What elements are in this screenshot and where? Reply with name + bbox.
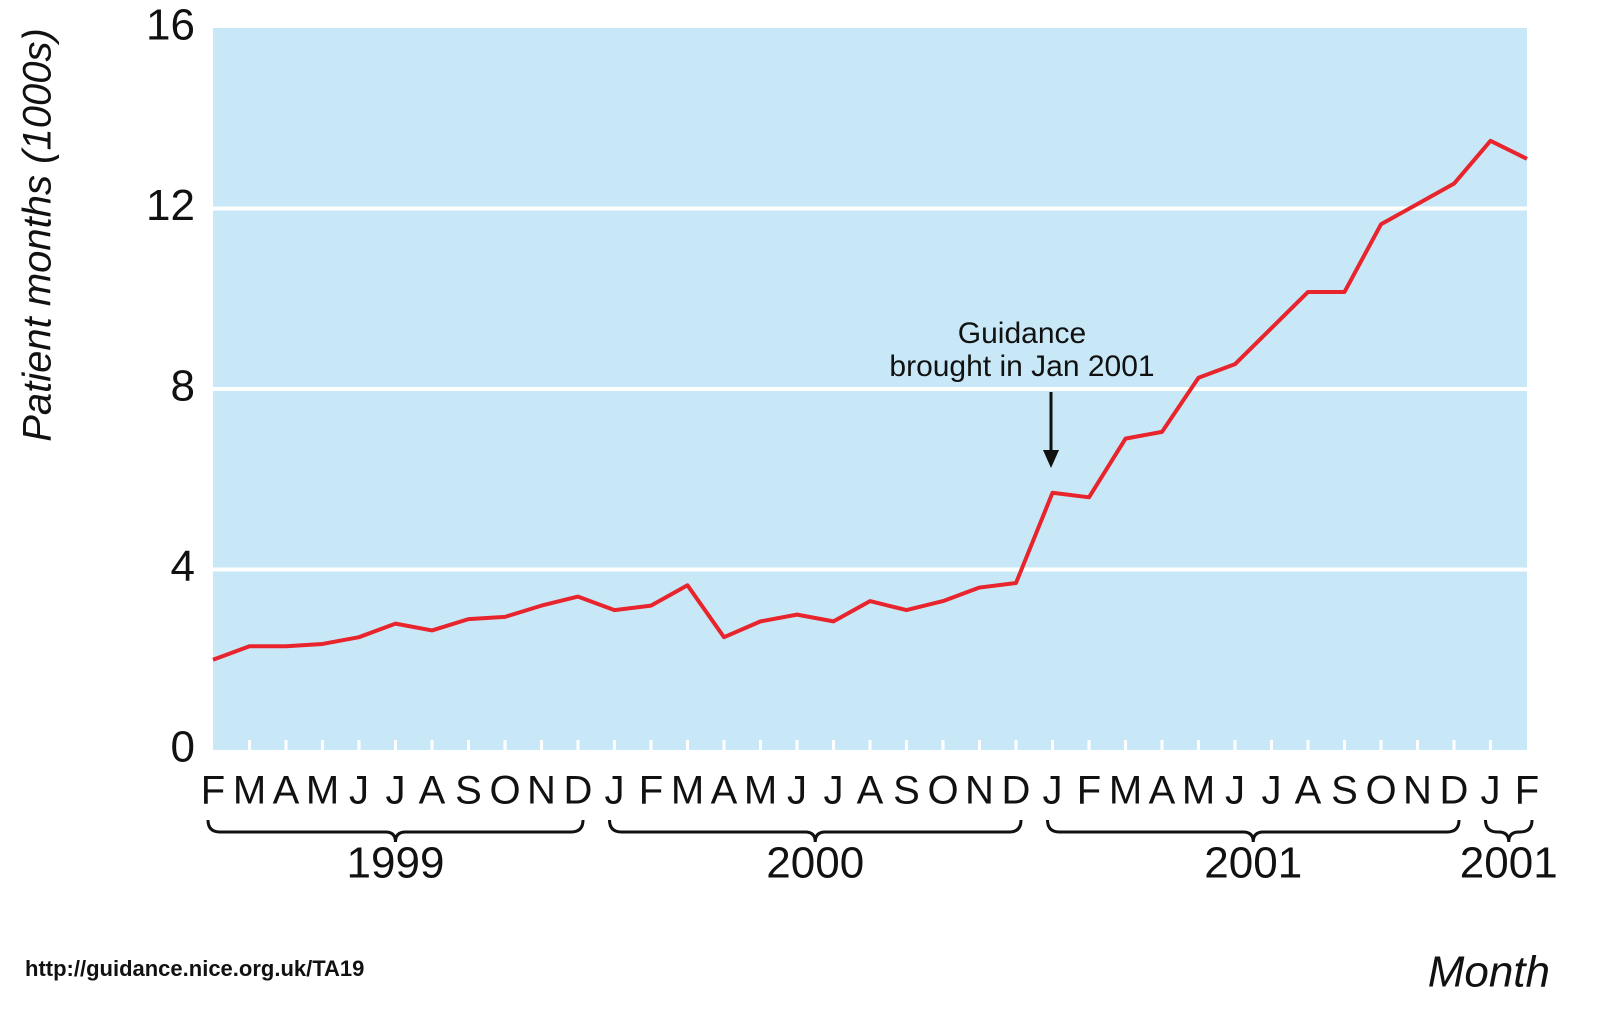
year-brace <box>1046 819 1461 843</box>
x-tick-label: M <box>744 769 777 813</box>
x-tick-label: N <box>527 769 556 813</box>
x-tick-label: D <box>564 769 593 813</box>
data-line <box>212 138 1528 662</box>
x-tick-label: J <box>787 769 807 813</box>
x-tick-label: F <box>1077 769 1101 813</box>
y-tick-label: 8 <box>171 362 195 411</box>
year-brace <box>608 819 1023 843</box>
x-tick-label: N <box>1403 769 1432 813</box>
y-axis-label: Patient months (1000s) <box>16 28 60 442</box>
x-tick-label: J <box>349 769 369 813</box>
y-tick-label: 16 <box>146 1 195 50</box>
x-tick-label: M <box>1109 769 1142 813</box>
x-tick-label: D <box>1002 769 1031 813</box>
year-label: 2001 <box>1204 839 1302 888</box>
year-brace <box>206 819 585 843</box>
x-tick-label: O <box>1365 769 1396 813</box>
x-axis-label: Month <box>1428 948 1550 997</box>
annotation-arrowhead <box>1043 450 1059 468</box>
x-tick-label: N <box>965 769 994 813</box>
x-tick-label: A <box>1295 769 1322 813</box>
year-label: 2000 <box>766 839 864 888</box>
x-tick-label: S <box>455 769 482 813</box>
x-tick-label: S <box>893 769 920 813</box>
x-tick-label: F <box>201 769 225 813</box>
x-tick-label: M <box>1182 769 1215 813</box>
y-tick-label: 4 <box>171 542 195 591</box>
year-brace <box>1484 819 1534 843</box>
x-tick-label: J <box>605 769 625 813</box>
x-tick-label: D <box>1440 769 1469 813</box>
x-tick-label: S <box>1331 769 1358 813</box>
x-tick-label: J <box>824 769 844 813</box>
x-tick-label: J <box>1262 769 1282 813</box>
x-tick-label: O <box>489 769 520 813</box>
x-tick-label: M <box>671 769 704 813</box>
x-tick-label: M <box>233 769 266 813</box>
x-tick-label: M <box>306 769 339 813</box>
x-tick-label: J <box>386 769 406 813</box>
x-tick-label: A <box>419 769 446 813</box>
x-tick-label: A <box>273 769 300 813</box>
x-tick-label: O <box>927 769 958 813</box>
x-tick-label: J <box>1043 769 1063 813</box>
x-tick-label: J <box>1225 769 1245 813</box>
x-tick-label: A <box>857 769 884 813</box>
annotation: Guidance <box>958 317 1086 350</box>
year-label: 1999 <box>347 839 445 888</box>
y-tick-label: 0 <box>171 723 195 772</box>
y-tick-label: 12 <box>146 181 195 230</box>
annotation: brought in Jan 2001 <box>889 350 1154 383</box>
x-tick-label: J <box>1481 769 1501 813</box>
source: http://guidance.nice.org.uk/TA19 <box>25 956 364 981</box>
x-tick-label: F <box>639 769 663 813</box>
x-tick-label: A <box>711 769 738 813</box>
year-label: 2001 <box>1460 839 1558 888</box>
x-tick-label: A <box>1149 769 1176 813</box>
x-tick-label: F <box>1515 769 1539 813</box>
